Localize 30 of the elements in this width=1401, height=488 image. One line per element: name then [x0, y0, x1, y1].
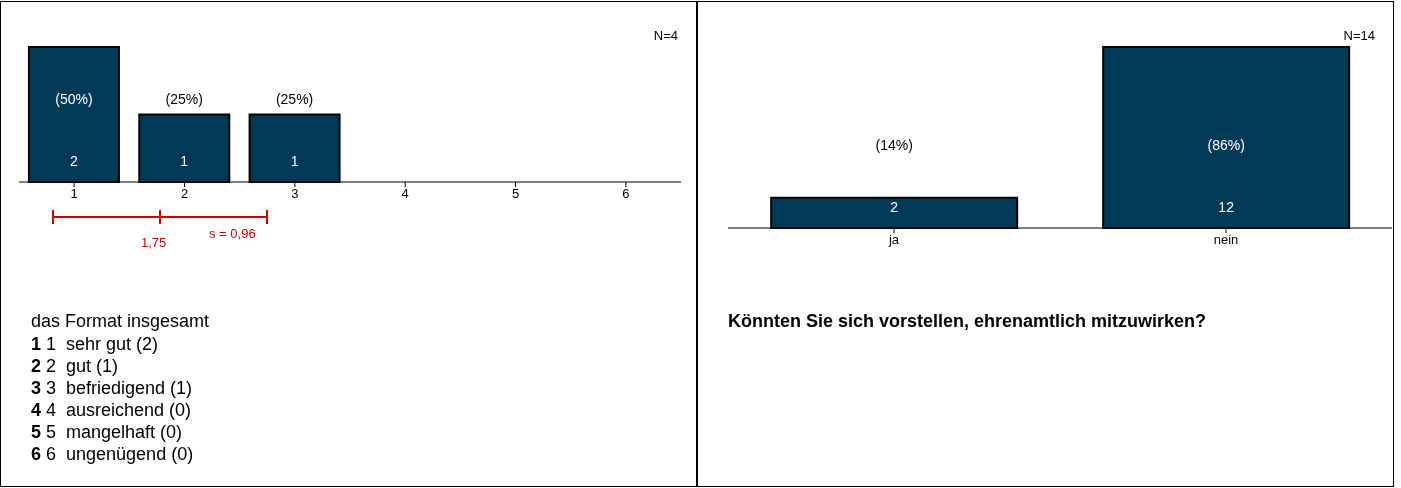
- data-label: 1: [180, 153, 189, 169]
- data-label: 1: [290, 153, 299, 169]
- x-tick-label: 5: [511, 186, 520, 202]
- text: 2 2 gut (1): [31, 355, 120, 377]
- x-tick-label: 3: [291, 186, 299, 202]
- text: 1,75: [141, 235, 167, 250]
- annotation: (25%): [275, 91, 314, 107]
- text: 4 4 ausreichend (0): [31, 399, 193, 421]
- text: das Format insgesamt: [31, 310, 211, 333]
- x-tick-label: 4: [401, 186, 409, 202]
- text: N=4: [653, 28, 678, 43]
- data-label: 2: [70, 153, 79, 169]
- annotation: (25%): [165, 91, 203, 107]
- text: Könnten Sie sich vorstellen, ehrenamtlich mitzuwirken?: [728, 310, 1208, 333]
- text: 3 3 befriedigend (1): [31, 377, 194, 399]
- text: 5 5 mangelhaft (0): [31, 421, 184, 443]
- annotation: (14%): [875, 137, 913, 153]
- data-label: 2: [890, 199, 899, 215]
- text: N=14: [1343, 28, 1375, 43]
- x-tick-label: nein: [1213, 232, 1239, 248]
- annotation: (50%): [55, 91, 93, 107]
- x-tick-label: 2: [180, 186, 189, 202]
- x-tick-label: ja: [887, 232, 900, 248]
- data-label: 12: [1218, 199, 1235, 215]
- text: s = 0,96: [209, 226, 256, 241]
- x-tick-label: 6: [622, 186, 630, 202]
- text: 6 6 ungenügend (0): [31, 443, 195, 465]
- annotation: (86%): [1207, 137, 1245, 153]
- x-tick-label: 1: [70, 186, 78, 202]
- text: 1 1 sehr gut (2): [31, 333, 160, 355]
